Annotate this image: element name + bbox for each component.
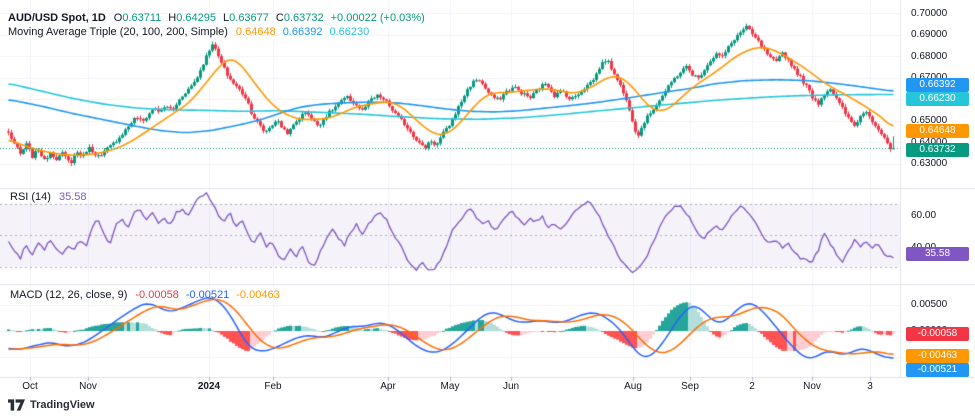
main-legend: AUD/USD Spot, 1D O0.63711 H0.64295 L0.63677… xyxy=(8,11,432,39)
rsi-indicator-title[interactable]: RSI (14) xyxy=(10,191,51,203)
macd-indicator-title[interactable]: MACD (12, 26, close, 9) xyxy=(10,289,128,301)
tradingview-logo-text: TradingView xyxy=(30,399,95,411)
time-axis-label: 3 xyxy=(867,381,873,392)
legend-token: 0.66230 xyxy=(329,26,370,38)
ma-indicator-title[interactable]: Moving Average Triple (20, 100, 200, Sim… xyxy=(8,26,228,38)
legend-token: +0.00022 (+0.03%) xyxy=(330,12,425,24)
time-axis-label: Aug xyxy=(624,381,642,392)
legend-token: O0.63711 xyxy=(113,12,162,24)
symbol-legend-row[interactable]: AUD/USD Spot, 1D O0.63711 H0.64295 L0.63677… xyxy=(8,11,432,25)
tradingview-logo[interactable]: TradingView xyxy=(8,399,95,411)
time-axis-label: 2024 xyxy=(197,381,221,392)
legend-token: 35.58 xyxy=(58,191,87,203)
macd-legend[interactable]: MACD (12, 26, close, 9) -0.00058 -0.00521-… xyxy=(10,288,287,302)
ma-legend-row[interactable]: Moving Average Triple (20, 100, 200, Sim… xyxy=(8,25,432,39)
legend-token: -0.00463 xyxy=(236,289,280,301)
symbol-title[interactable]: AUD/USD Spot, 1D xyxy=(8,12,106,24)
time-axis-label: May xyxy=(440,381,460,392)
time-axis-label: Nov xyxy=(803,381,821,392)
legend-token: H0.64295 xyxy=(168,12,217,24)
macd-values: -0.00058 -0.00521 -0.00463 xyxy=(135,289,286,301)
ohlc-values: O0.63711 H0.64295 L0.63677 C0.63732 +0.00022… xyxy=(114,12,432,24)
legend-token: 0.64648 xyxy=(235,26,276,38)
tradingview-logo-icon xyxy=(8,399,25,411)
time-axis-label: Apr xyxy=(380,381,396,392)
time-axis-label: 2 xyxy=(749,381,755,392)
time-axis-label: Oct xyxy=(22,381,38,392)
legend-token: 0.66392 xyxy=(282,26,323,38)
legend-token: -0.00521 xyxy=(185,289,230,301)
legend-token: C0.63732 xyxy=(275,12,324,24)
time-axis-label: Sep xyxy=(681,381,699,392)
rsi-value: 35.58 xyxy=(59,191,94,203)
legend-token: L0.63677 xyxy=(223,12,269,24)
rsi-legend[interactable]: RSI (14) 35.58 xyxy=(10,190,94,204)
time-axis-label: Nov xyxy=(79,381,97,392)
time-axis-label: Feb xyxy=(264,381,282,392)
time-axis-label: Jun xyxy=(502,381,520,392)
legend-token: -0.00058 xyxy=(135,289,179,301)
time-axis[interactable]: Oct Nov 2024 Feb Apr May Jun Aug Sep 2 Nov 3 xyxy=(0,377,900,399)
ma-values: 0.64648 0.66392 0.66230 xyxy=(236,26,376,38)
